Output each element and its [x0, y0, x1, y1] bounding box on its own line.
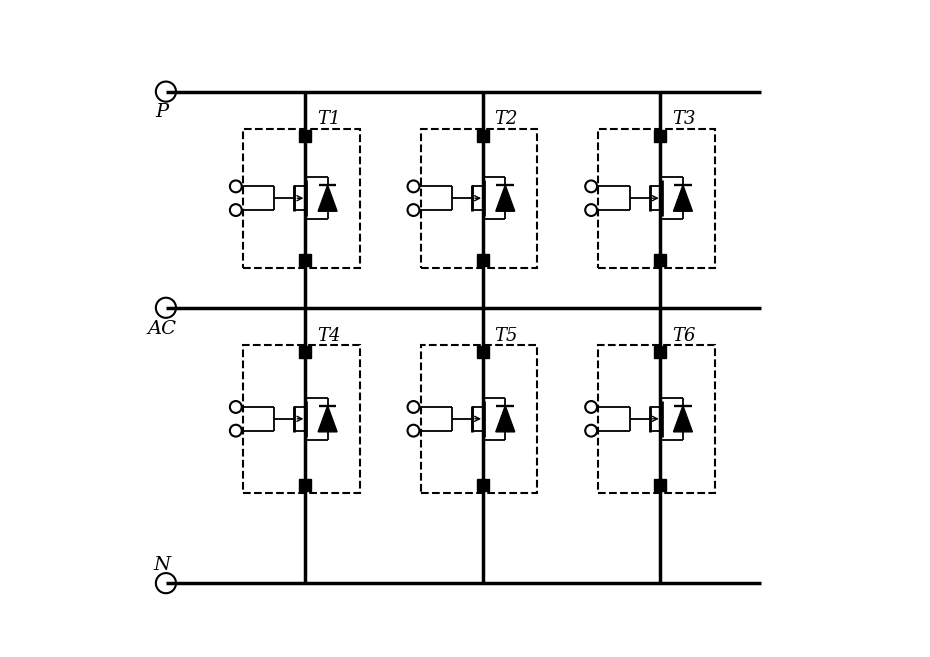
Polygon shape: [318, 185, 337, 212]
Text: P: P: [155, 103, 168, 122]
Text: T2: T2: [495, 110, 518, 129]
Polygon shape: [496, 185, 514, 212]
Bar: [598, 129, 715, 267]
Bar: [420, 129, 538, 267]
Polygon shape: [673, 185, 693, 212]
Text: T4: T4: [317, 327, 340, 345]
Polygon shape: [318, 406, 337, 432]
Text: T1: T1: [317, 110, 340, 129]
Text: T5: T5: [495, 327, 518, 345]
Polygon shape: [496, 406, 514, 432]
Bar: [420, 345, 538, 493]
Bar: [598, 345, 715, 493]
Text: AC: AC: [147, 319, 177, 338]
Bar: [243, 345, 360, 493]
Text: N: N: [153, 556, 170, 574]
Bar: [243, 129, 360, 267]
Text: T6: T6: [672, 327, 696, 345]
Text: T3: T3: [672, 110, 696, 129]
Polygon shape: [673, 406, 693, 432]
